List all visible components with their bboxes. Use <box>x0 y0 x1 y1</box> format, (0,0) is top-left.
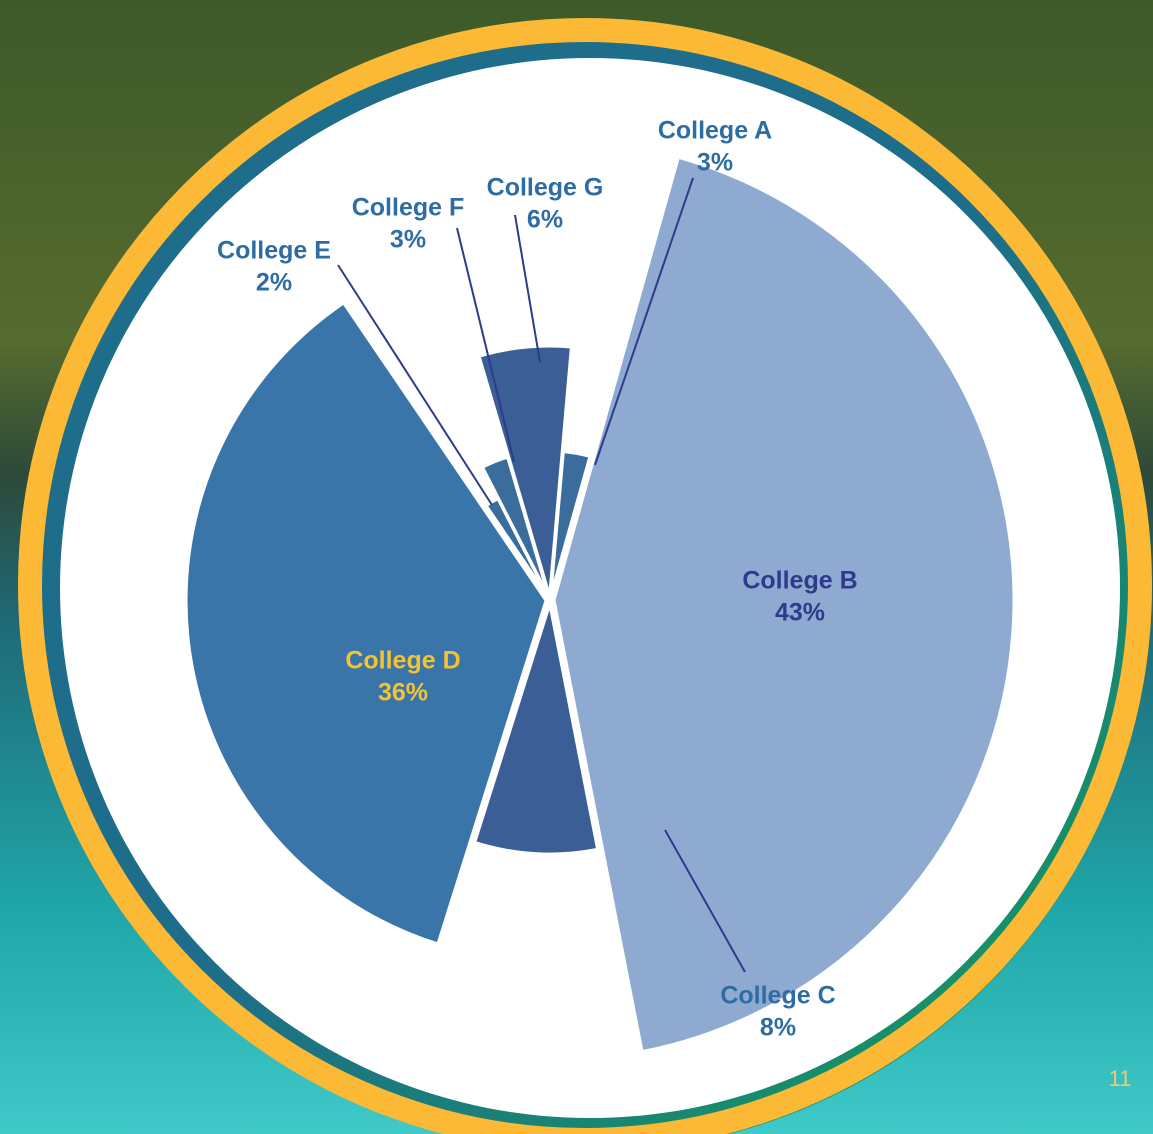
slice-value-label: 36% <box>378 679 428 707</box>
slice-value-label: 6% <box>527 206 563 234</box>
leader-line <box>337 264 493 506</box>
slice-label: College D <box>345 647 460 675</box>
ring <box>18 18 1152 1134</box>
slice-label: College C <box>720 982 835 1010</box>
slice-value-label: 3% <box>390 226 426 254</box>
labels: College A 3% College B 43% College C 8% Colleg… <box>217 117 858 1042</box>
slice-value-label: 43% <box>775 599 825 627</box>
leader-line <box>514 214 541 363</box>
slice-label: College E <box>217 237 331 265</box>
leader-line <box>664 829 746 973</box>
slices <box>184 155 1016 1054</box>
page-number: 11 <box>1109 1066 1132 1091</box>
pie-slice <box>552 155 1016 1054</box>
slice-label: College A <box>658 117 772 145</box>
leader-line <box>594 177 694 466</box>
slice-label: College B <box>742 567 857 595</box>
slice-label: College G <box>487 174 604 202</box>
leader-line <box>456 227 515 463</box>
pie-slice <box>184 300 548 946</box>
pie-slice <box>477 344 574 597</box>
pie-slice <box>472 603 600 856</box>
slice-label: College F <box>352 194 465 222</box>
slice-value-label: 3% <box>697 149 733 177</box>
leaders <box>337 177 746 973</box>
slice-value-label: 2% <box>256 269 292 297</box>
slice-value-label: 8% <box>760 1014 796 1042</box>
